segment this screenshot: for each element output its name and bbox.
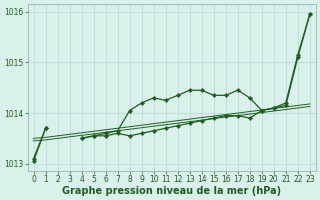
X-axis label: Graphe pression niveau de la mer (hPa): Graphe pression niveau de la mer (hPa) (62, 186, 281, 196)
